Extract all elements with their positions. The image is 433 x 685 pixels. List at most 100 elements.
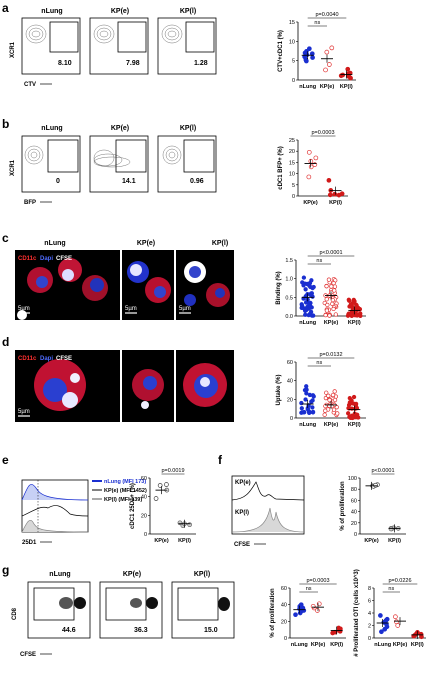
flow-b-xaxis: BFP	[24, 200, 36, 206]
flow-b-title-3: KP(l)	[180, 125, 196, 132]
flow-b-contour-2	[93, 149, 131, 168]
flow-a-value-3: 1.28	[194, 60, 208, 67]
flow-a-yaxis: XCR1	[10, 41, 16, 58]
chart-b-point-1-4	[327, 192, 333, 198]
micro-d-cells-1	[34, 359, 86, 411]
chart-e-ytick-label-2: 40	[141, 495, 147, 501]
chart-g2-xtick-label-0: nLung	[374, 642, 391, 648]
chart-b-ytick-label-2: 10	[289, 172, 295, 178]
chart-g2-point-2-4	[419, 634, 424, 640]
flow-a-gate-1	[49, 21, 79, 53]
chart-a-ns-label: ns	[314, 20, 320, 26]
panel-d-micro: CD11c Dapi CFSE 5µm	[15, 350, 234, 422]
chart-c-point-2-35	[348, 311, 353, 316]
chart-c-point-2-33	[346, 297, 352, 303]
legend-cd11c-d: CD11c	[18, 356, 37, 362]
chart-c-ytick-label-0: 0.0	[285, 314, 293, 320]
hist-f-label-2: KP(l)	[235, 510, 249, 516]
panel-a-flow: nLung KP(e) KP(l) 8.10 7.98 1.28 XCR1 CT…	[10, 8, 217, 88]
chart-g1-xtick-label-2: KP(l)	[330, 642, 343, 648]
flow-g-contour-3	[218, 597, 230, 611]
chart-c-point-0-38	[307, 280, 313, 286]
flow-b-title-1: nLung	[41, 125, 62, 132]
chart-c-point-1-10	[324, 284, 329, 289]
chart-d: 0 20 40 60 Uptake (%) nLung KP(e) KP(l) p=0.0132…	[276, 352, 366, 428]
scale-d-1: 5µm	[18, 409, 30, 415]
chart-c-point-1-36	[331, 306, 336, 312]
chart-g1-ytick-label-1: 20	[281, 619, 287, 625]
chart-d-ytick-label-0: 0	[290, 416, 293, 422]
flow-b-yaxis: XCR1	[10, 159, 16, 176]
chart-c-point-0-36	[311, 284, 316, 290]
chart-g2-point-0-0	[379, 629, 384, 635]
hist-f-kpl	[231, 507, 305, 533]
flow-a-contour-2	[93, 24, 115, 44]
chart-f-point-0-3	[373, 482, 378, 488]
chart-d-point-0-14	[311, 394, 316, 399]
chart-c-point-0-18	[304, 307, 309, 313]
chart-g1-ytick-label-2: 40	[281, 603, 287, 609]
chart-g2-xtick-label-1: KP(e)	[393, 642, 408, 648]
panel-letter-a: a	[2, 1, 9, 15]
chart-c: 0.0 0.5 1.0 1.5 Binding (%) nLung KP(e) KP(l) p<…	[276, 250, 366, 326]
panel-letter-e: e	[2, 453, 9, 467]
chart-e-point-0-0	[164, 482, 169, 487]
chart-d-point-2-23	[353, 404, 359, 409]
panel-letter-b: b	[2, 117, 9, 131]
chart-b-point-0-4	[308, 164, 314, 170]
chart-g1-xtick-label-0: nLung	[291, 642, 308, 648]
chart-e: 0 20 40 60 cDC1 25D1+ (%) KP(e) KP(l) p=0.0019	[130, 468, 196, 544]
chart-d-xtick-label-1: KP(e)	[324, 422, 339, 428]
panel-b-flow: nLung KP(e) KP(l) 0 14.1 0.96 XCR1 BFP	[10, 125, 217, 206]
scale-c-1: 5µm	[18, 306, 30, 312]
flow-g-frame-2	[99, 581, 163, 639]
chart-d-point-2-7	[351, 394, 357, 400]
chart-a-point-0-6	[310, 55, 315, 60]
hist-e-xaxis: 25D1	[22, 540, 37, 546]
chart-b-point-1-3	[332, 191, 338, 197]
chart-a-point-1-0	[324, 49, 330, 55]
chart-d-p-label: p=0.0132	[319, 352, 342, 358]
chart-a-point-0-8	[304, 58, 309, 64]
chart-d-point-2-18	[352, 411, 357, 416]
chart-d-ytick-label-1: 20	[287, 397, 293, 403]
chart-f-point-1-4	[388, 526, 394, 532]
chart-f-ylabel: % of proliferation	[340, 481, 346, 531]
flow-g-xaxis: CFSE	[20, 652, 36, 658]
flow-g-gate-2	[105, 587, 147, 621]
chart-a: 0 5 10 15 CTV+cDC1 (%) nLung KP(e) KP(l) p=0.004…	[278, 12, 356, 90]
chart-g2-point-0-4	[378, 613, 383, 618]
chart-b: 0 5 10 15 20 25 cDC1 BFP+ (%) KP(e) KP(l) p=0.000…	[278, 130, 348, 206]
chart-c-point-2-30	[358, 313, 363, 319]
flow-b-gate-1	[47, 139, 79, 173]
chart-b-point-0-5	[306, 174, 312, 180]
flow-g-value-3: 15.0	[204, 627, 218, 634]
flow-a-contour-3	[161, 24, 183, 44]
flow-g-value-1: 44.6	[62, 627, 76, 634]
flow-a-frame-1	[21, 17, 81, 75]
flow-a-title-2: KP(e)	[111, 8, 129, 15]
chart-d-point-0-17	[299, 406, 304, 411]
chart-b-xtick-label-1: KP(l)	[329, 200, 342, 206]
chart-c-point-1-38	[323, 313, 328, 318]
chart-d-point-1-21	[327, 397, 332, 403]
legend-e-label-3: KP(l) (MFI 139)	[104, 497, 142, 503]
chart-b-ytick-label-1: 5	[292, 183, 295, 189]
legend-dapi-d: Dapi	[40, 356, 53, 362]
flow-a-title-1: nLung	[41, 8, 62, 15]
chart-b-point-1-5	[336, 192, 342, 198]
chart-d-point-0-3	[309, 399, 314, 404]
chart-g1-ylabel: % of proliferation	[270, 588, 276, 638]
chart-g2-ytick-label-3: 6	[368, 599, 371, 605]
chart-c-point-0-35	[303, 312, 308, 317]
chart-a-point-1-3	[323, 67, 328, 73]
chart-e-xtick-label-0: KP(e)	[154, 538, 169, 544]
chart-a-point-1-2	[326, 62, 332, 67]
chart-g1: 0 20 40 60 % of proliferation nLung KP(e) KP(l)…	[270, 578, 346, 648]
chart-a-ytick-label-3: 15	[289, 20, 295, 26]
chart-c-point-1-37	[326, 277, 332, 282]
chart-d-xtick-label-0: nLung	[299, 422, 316, 428]
chart-c-point-0-32	[306, 313, 311, 318]
chart-d-point-0-11	[302, 387, 308, 393]
chart-c-xtick-label-1: KP(e)	[324, 320, 339, 326]
